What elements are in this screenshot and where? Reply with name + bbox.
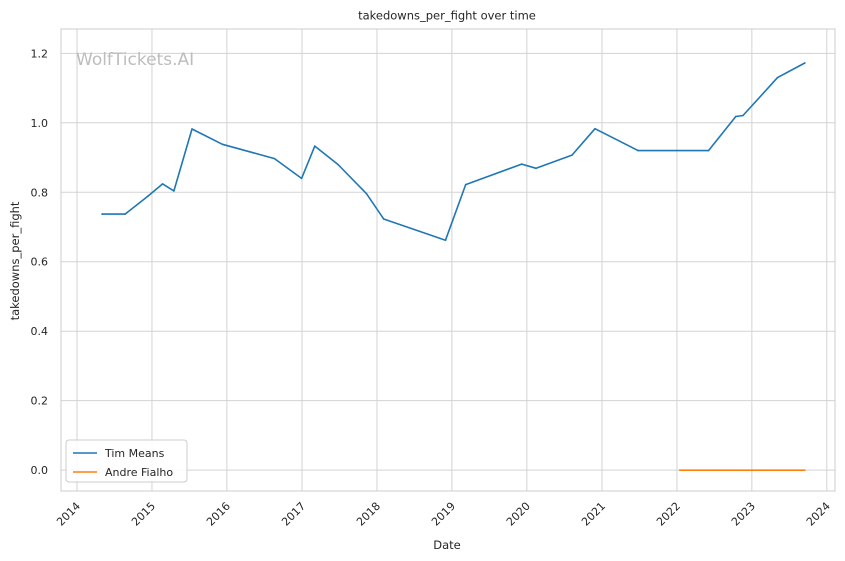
data-point-tim-means-18 [594,127,596,130]
data-point-tim-means-0 [101,213,103,215]
data-point-andre-fialho-0 [679,469,681,472]
y-tick-label-0-8: 0.8 [31,186,49,199]
data-point-andre-fialho-2 [763,469,766,472]
data-point-tim-means-5 [191,128,193,130]
series-andre-fialho [679,469,806,472]
data-point-tim-means-13 [444,239,447,241]
y-axis-title: takedowns_per_fight [8,201,22,320]
data-point-tim-means-12 [382,218,385,220]
data-point-tim-means-11 [365,192,368,195]
gridlines [61,29,835,491]
legend-label-tim-means: Tim Means [104,447,165,460]
data-point-tim-means-14 [464,183,467,186]
data-point-andre-fialho-1 [716,469,718,472]
y-tick-label-0-4: 0.4 [31,325,49,338]
data-point-tim-means-3 [161,183,164,185]
legend: Tim Means Andre Fialho [65,439,188,483]
data-point-tim-means-23 [776,76,779,79]
data-point-tim-means-7 [273,157,276,160]
plot-frame [60,28,836,492]
plot-area [61,29,835,491]
data-point-tim-means-19 [637,149,639,152]
data-point-tim-means-8 [300,177,303,180]
data-point-tim-means-24 [804,62,806,64]
y-tick-label-0-2: 0.2 [31,395,49,408]
data-point-tim-means-10 [337,163,339,166]
y-tick-label-1-0: 1.0 [31,117,49,130]
y-tick-label-1-2: 1.2 [31,47,49,60]
y-axis-ticks: 0.0 0.2 0.4 0.6 0.8 1.0 1.2 [31,47,49,477]
y-tick-label-0-0: 0.0 [31,464,49,477]
data-point-tim-means-6 [221,143,224,146]
series-tim-means [101,62,806,241]
data-point-tim-means-9 [314,145,316,147]
data-point-tim-means-15 [520,163,523,165]
data-point-tim-means-16 [535,167,537,170]
data-point-tim-means-1 [124,213,126,215]
data-point-tim-means-17 [571,154,573,156]
y-tick-label-0-6: 0.6 [31,256,49,269]
data-point-tim-means-4 [173,190,175,192]
data-point-andre-fialho-3 [804,469,806,472]
data-point-tim-means-2 [147,195,149,197]
data-point-tim-means-21 [735,115,737,118]
x-axis-title: Date [433,538,461,552]
data-point-tim-means-22 [742,114,744,117]
data-point-tim-means-20 [707,149,710,152]
series-layer [101,62,806,472]
watermark: WolfTickets.AI [76,50,194,70]
legend-label-andre-fialho: Andre Fialho [105,466,173,479]
chart-title: takedowns_per_fight over time [358,9,536,23]
